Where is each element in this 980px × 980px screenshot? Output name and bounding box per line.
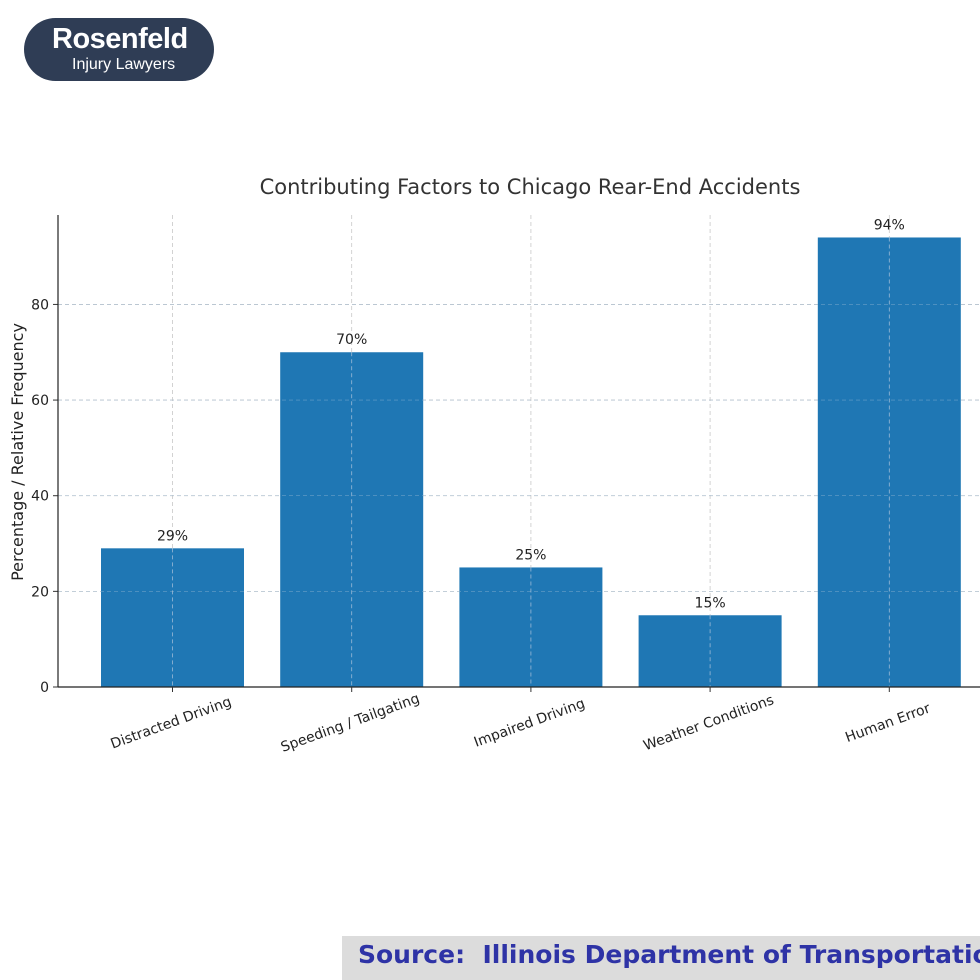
bar-data-label: 29%: [157, 528, 188, 544]
y-tick-label: 20: [31, 584, 49, 600]
logo-tagline: Injury Lawyers: [72, 56, 176, 73]
logo-brand-name: Rosenfeld: [52, 23, 188, 55]
rosenfeld-logo: Rosenfeld Injury Lawyers: [24, 18, 214, 81]
source-text: Source: Illinois Department of Transport…: [358, 940, 980, 969]
y-tick-label: 40: [31, 489, 49, 505]
bar: [101, 548, 244, 687]
y-axis-label: Percentage / Relative Frequency: [8, 323, 27, 581]
chart-title: Contributing Factors to Chicago Rear-End…: [260, 175, 801, 199]
x-tick-label: Impaired Driving: [472, 696, 587, 751]
y-tick-label: 0: [40, 680, 49, 696]
bar-data-label: 70%: [336, 332, 367, 348]
y-tick-label: 60: [31, 393, 49, 409]
bar: [280, 352, 424, 687]
x-tick-label: Weather Conditions: [641, 692, 776, 754]
source-banner: Source: Illinois Department of Transport…: [342, 936, 980, 980]
x-tick-label: Human Error: [843, 700, 932, 746]
y-tick-label: 80: [31, 297, 49, 313]
bar-data-label: 25%: [515, 547, 546, 563]
x-tick-label: Speeding / Tailgating: [279, 691, 422, 756]
bar-data-label: 15%: [695, 595, 726, 611]
bar-data-label: 94%: [874, 217, 905, 233]
x-tick-label: Distracted Driving: [109, 694, 234, 753]
